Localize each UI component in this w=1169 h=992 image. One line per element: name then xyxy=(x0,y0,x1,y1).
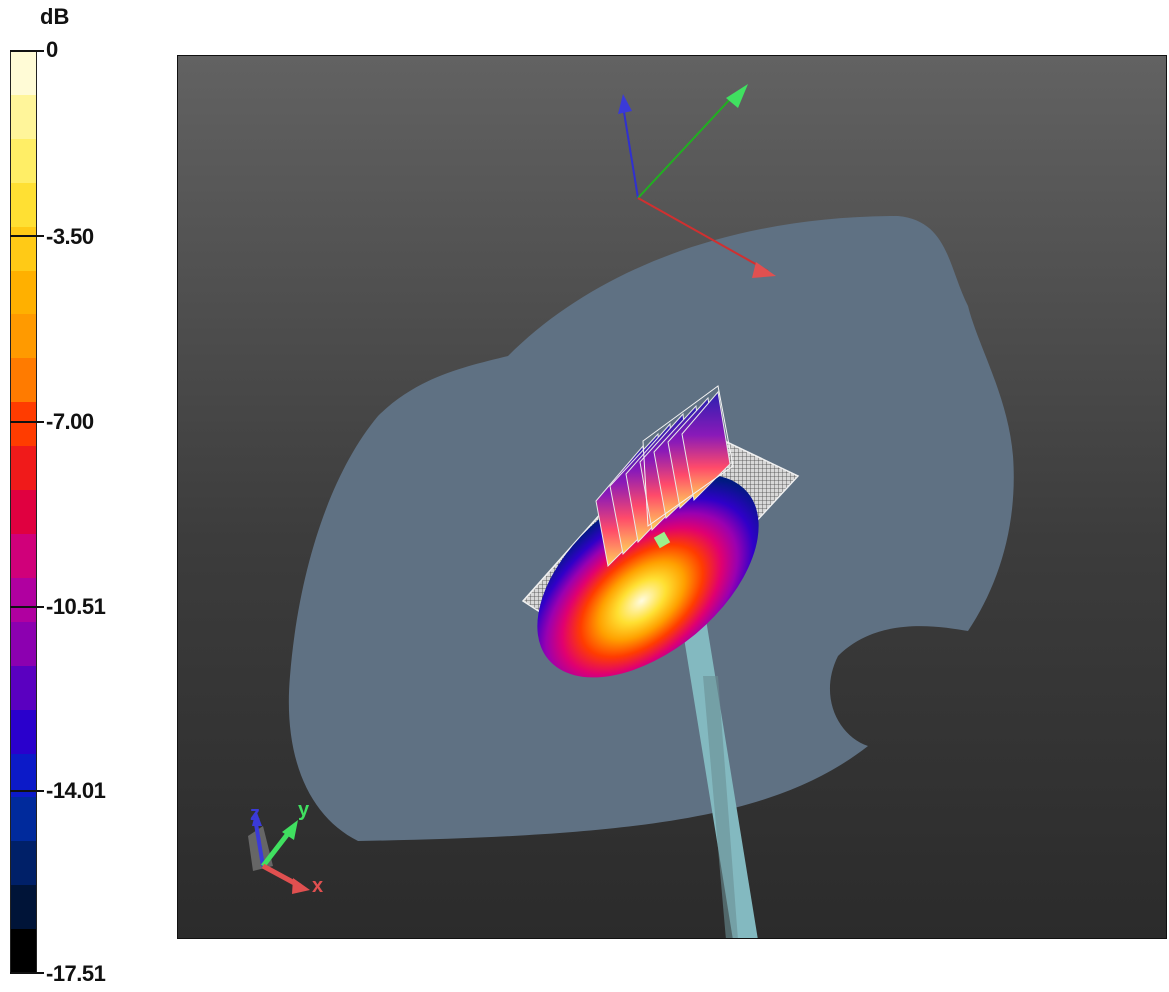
legend-tick-label: -3.50 xyxy=(46,224,94,249)
axis-x-label: x xyxy=(312,875,323,897)
legend-color-segment xyxy=(11,270,36,315)
legend-color-segment xyxy=(11,182,36,227)
legend-color-segment xyxy=(11,51,36,95)
legend-color-segment xyxy=(11,885,36,930)
legend-tick xyxy=(10,421,44,423)
legend-tick xyxy=(10,790,44,792)
legend-color-segment xyxy=(11,665,36,710)
probe-shaft-shadow xyxy=(703,676,738,938)
legend-tick-label: -14.01 xyxy=(46,778,106,803)
legend-color-segment xyxy=(11,138,36,183)
legend-tick xyxy=(10,972,44,974)
legend-color-segment xyxy=(11,929,36,974)
legend-color-segment xyxy=(11,841,36,886)
legend-color-segment xyxy=(11,797,36,842)
legend-tick xyxy=(10,235,44,237)
legend-color-segment xyxy=(11,402,36,447)
orientation-gizmo: z y x xyxy=(248,799,323,897)
legend-tick-label: -7.00 xyxy=(46,409,94,434)
legend-unit-label: dB xyxy=(40,4,70,29)
legend-color-segment xyxy=(11,358,36,403)
zoom-scan-volume xyxy=(595,385,734,568)
legend-color-segment xyxy=(11,446,36,491)
legend-color-segment xyxy=(11,314,36,359)
3d-viewport[interactable]: z y x xyxy=(177,55,1167,939)
legend-tick-label: -10.51 xyxy=(46,594,106,619)
legend-tick xyxy=(10,50,44,52)
reference-axes xyxy=(618,84,776,278)
axis-z-label: z xyxy=(250,803,260,825)
legend-tick-label: -17.51 xyxy=(46,961,106,986)
legend-color-segment xyxy=(11,577,36,622)
legend-tick xyxy=(10,606,44,608)
legend-color-segment xyxy=(11,621,36,666)
legend-color-bar xyxy=(10,50,37,974)
legend-color-segment xyxy=(11,709,36,754)
color-legend: dB 0 -3.50 -7.00 -10.51 -14.01 -17.51 xyxy=(0,0,170,992)
legend-color-segment xyxy=(11,490,36,534)
legend-tick-label: 0 xyxy=(46,37,58,62)
legend-color-segment xyxy=(11,94,36,139)
axis-y-label: y xyxy=(298,799,310,821)
field-hotspot xyxy=(537,474,759,678)
legend-color-segment xyxy=(11,533,36,578)
legend-color-segment xyxy=(11,226,36,271)
probe-tip-marker xyxy=(653,531,671,549)
